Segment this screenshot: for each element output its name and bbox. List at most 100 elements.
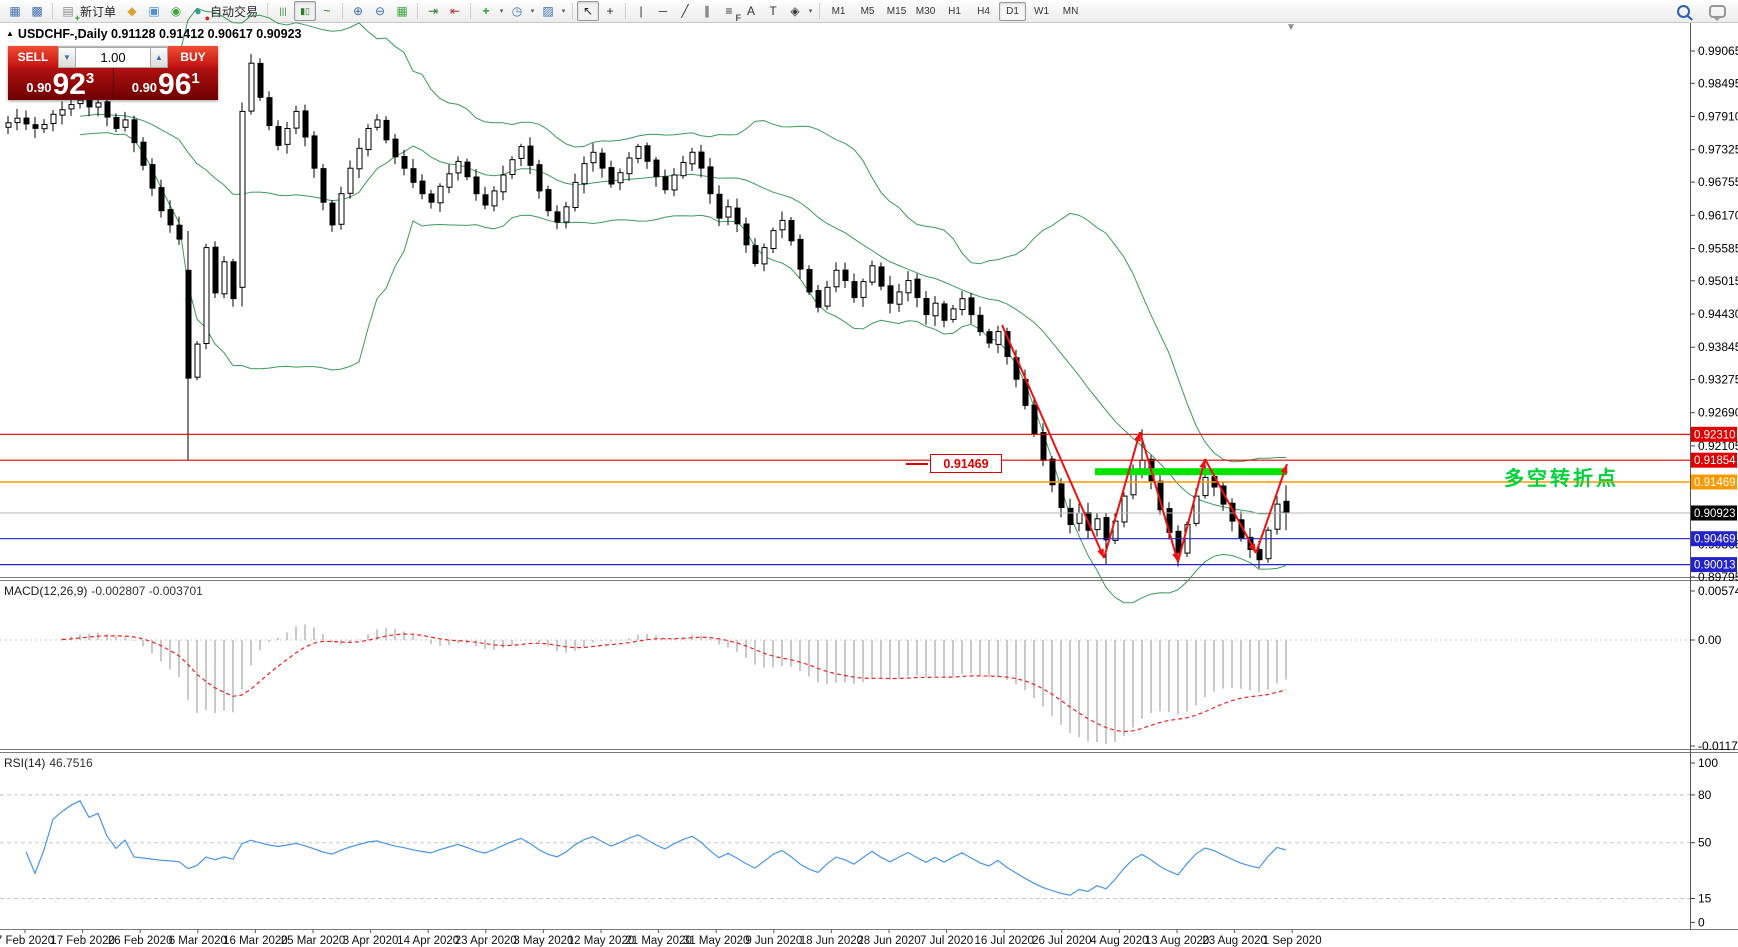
zigzag-arrows[interactable]: [1001, 324, 1288, 563]
candle-body: [302, 110, 309, 138]
timeframe-mn[interactable]: MN: [1062, 5, 1079, 17]
price-axis[interactable]: 0.99065 0.98495 0.97910 0.97325 0.96755 0.961…: [1690, 44, 1738, 584]
turning-point-note[interactable]: 多空转折点: [1504, 468, 1619, 490]
zigzag-segment[interactable]: [1177, 458, 1206, 563]
rsi-axis[interactable]: 100 80 50 15 0: [1690, 756, 1718, 929]
macd-axis[interactable]: 0.005744 0.00 -0.011738: [1690, 584, 1738, 753]
horizontal-levels[interactable]: [0, 433, 1690, 566]
templates-icon[interactable]: ▨: [542, 4, 554, 18]
candle-body: [473, 176, 480, 195]
candle-body: [869, 265, 876, 283]
buy-price[interactable]: 0.90 96 1: [131, 68, 200, 101]
buy-button[interactable]: BUY: [168, 46, 218, 68]
rsi-tick-label: 80: [1698, 788, 1712, 802]
date-label: 6 Mar 2020: [169, 935, 227, 947]
search-icon[interactable]: [1672, 1, 1694, 21]
templates-icon-dropdown[interactable]: ▾: [561, 8, 566, 15]
profiles-icon[interactable]: ▩: [31, 4, 43, 18]
new-order-icon[interactable]: ▤ +: [62, 4, 80, 23]
volume-down-button[interactable]: ▼: [58, 47, 76, 68]
horizontal-line-icon[interactable]: ─: [658, 4, 668, 18]
chart-shift-marker[interactable]: ▼: [1286, 22, 1296, 33]
candle-body: [419, 180, 426, 195]
arrows-icon-dropdown[interactable]: ▾: [808, 8, 813, 15]
candle-body: [608, 167, 615, 185]
periods-icon-dropdown[interactable]: ▾: [530, 8, 535, 15]
candlestick-type-icon[interactable]: ▮▯: [294, 1, 317, 21]
crosshair-icon[interactable]: +: [606, 4, 614, 18]
fibonacci-icon-badge: F: [735, 13, 742, 23]
timeframe-m5[interactable]: M5: [860, 5, 875, 17]
zigzag-segment[interactable]: [1255, 463, 1288, 554]
collapse-icon[interactable]: ▲: [6, 29, 14, 38]
support-zone-bar[interactable]: [1095, 468, 1287, 476]
tile-windows-icon[interactable]: ▦: [396, 4, 408, 18]
candle-body: [1040, 432, 1047, 461]
timeframe-w1[interactable]: W1: [1034, 5, 1050, 17]
zigzag-segment[interactable]: [1139, 431, 1179, 563]
arrows-icon[interactable]: ◈: [790, 4, 800, 18]
candle-body: [806, 269, 813, 293]
zigzag-segment[interactable]: [1001, 324, 1105, 559]
zigzag-segment[interactable]: [1204, 458, 1257, 554]
candle-body: [599, 152, 606, 169]
candle-body: [1031, 404, 1038, 435]
line-chart-type-icon[interactable]: ~: [323, 4, 331, 18]
candle-body: [734, 207, 741, 225]
equidistant-channel-icon[interactable]: ∥: [704, 4, 711, 18]
new-order-icon-label[interactable]: 新订单: [80, 4, 117, 19]
macd-tick-label: 0.005744: [1698, 584, 1738, 598]
candle-body: [392, 138, 399, 158]
sell-price[interactable]: 0.90 92 3: [8, 68, 114, 100]
chart-shift-icon[interactable]: ⇤: [450, 4, 461, 18]
news-icon[interactable]: ◉: [170, 4, 182, 18]
timeframe-m1[interactable]: M1: [831, 5, 846, 17]
price-tick-label: 0.97910: [1698, 110, 1738, 124]
candle-body: [1094, 518, 1101, 531]
candle-body: [230, 261, 237, 300]
sell-button[interactable]: SELL: [8, 46, 58, 68]
zigzag-segment[interactable]: [1103, 431, 1141, 559]
timeframe-d1[interactable]: D1: [999, 1, 1027, 21]
autotrading-icon[interactable]: ● ●: [194, 4, 211, 23]
chat-icon[interactable]: [1706, 1, 1728, 21]
price-tick-label: 0.96170: [1698, 208, 1738, 222]
date-label: 18 Jun 2020: [800, 935, 863, 947]
candle-body: [509, 159, 516, 175]
text-icon[interactable]: A: [747, 4, 756, 18]
timeframe-h1[interactable]: H1: [948, 5, 961, 17]
text-label-icon[interactable]: T: [769, 4, 777, 18]
price-callout[interactable]: 0.91469: [930, 454, 1002, 473]
indicators-icon-dropdown[interactable]: ▾: [499, 8, 504, 15]
toolbar-separator: [267, 3, 269, 19]
volume-input[interactable]: 1.00: [76, 47, 150, 68]
zoom-out-icon[interactable]: ⊖: [375, 4, 386, 18]
zoom-in-icon[interactable]: ⊕: [353, 4, 364, 18]
candle-body: [527, 145, 534, 166]
date-label: 17 Feb 2020: [50, 935, 115, 947]
fibonacci-icon[interactable]: ≡ F: [725, 4, 742, 23]
date-label: 16 Mar 2020: [223, 935, 288, 947]
date-label: 14 Apr 2020: [397, 935, 459, 947]
auto-scroll-icon[interactable]: ⇥: [428, 4, 439, 18]
volume-up-button[interactable]: ▲: [150, 47, 168, 68]
trendline-icon[interactable]: ╱: [681, 4, 689, 18]
new-chart-icon[interactable]: ▦: [9, 4, 21, 18]
metaeditor-icon[interactable]: ▣: [148, 4, 160, 18]
history-center-icon[interactable]: ◆: [127, 4, 137, 18]
candle-body: [158, 187, 165, 212]
bar-chart-type-icon[interactable]: |||: [279, 6, 287, 16]
indicators-icon[interactable]: +: [482, 4, 490, 18]
price-badge-0.90013: [1691, 557, 1737, 573]
vertical-line-icon[interactable]: |: [639, 4, 643, 18]
autotrading-icon-label[interactable]: 自动交易: [210, 4, 259, 19]
timeframe-m30[interactable]: M30: [915, 5, 936, 17]
cursor-icon[interactable]: ↖: [577, 1, 600, 21]
timeframe-m15[interactable]: M15: [886, 5, 907, 17]
periods-icon[interactable]: ◷: [511, 4, 523, 18]
price-badge-text: 0.90923: [1694, 508, 1736, 520]
candle-body: [221, 261, 228, 295]
timeframe-h4[interactable]: H4: [977, 5, 990, 17]
